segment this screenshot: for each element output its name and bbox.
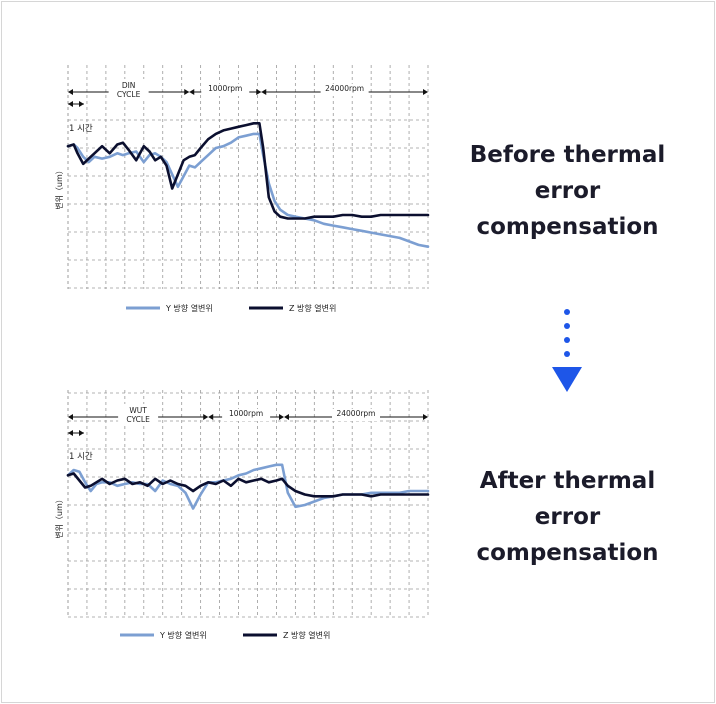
arrow-head: [552, 367, 582, 392]
legend-label: Z 방향 열변위: [283, 630, 330, 640]
time-scale-bar: 1 시간: [68, 101, 93, 134]
phase-label: 24000rpm: [325, 84, 364, 93]
scale-arrowhead-right: [79, 101, 84, 107]
phase-label-bg: [222, 409, 271, 421]
phase-label: 1000rpm: [229, 409, 263, 418]
y-axis-label: 변위（um）: [54, 495, 64, 539]
time-scale-bar: 1 시간: [68, 430, 93, 462]
grid: [67, 65, 429, 289]
phase-span: 24000rpm: [261, 84, 428, 96]
time-scale-label: 1 시간: [69, 123, 93, 134]
legend: Y 방향 열변위 Z 방향 열변위: [120, 630, 330, 640]
phase-arrowhead-right: [279, 414, 284, 420]
phase-arrowhead-right: [423, 414, 428, 420]
phase-arrowhead-right: [256, 89, 262, 95]
arrow-dot: [564, 309, 570, 315]
phase-label: WUT CYCLE: [126, 406, 150, 424]
series-line-y: [66, 132, 430, 248]
phase-label-bg: [118, 404, 159, 426]
phase-arrowhead-right: [184, 89, 190, 95]
phase-label-bg: [320, 84, 369, 96]
phase-label-bg: [332, 409, 380, 421]
legend: Y 방향 열변위 Z 방향 열변위: [126, 303, 336, 313]
phase-arrowhead-left: [68, 89, 73, 95]
scale-arrowhead-left: [68, 430, 73, 436]
phase-arrowhead-left: [284, 414, 289, 420]
series-line-z: [66, 122, 430, 220]
phase-span: 1000rpm: [189, 84, 262, 96]
caption-before: Before thermal error compensation: [469, 142, 666, 240]
y-axis-label: 변위（um）: [54, 166, 64, 210]
time-scale-label: 1 시간: [69, 451, 93, 462]
phase-label: 1000rpm: [208, 84, 242, 93]
phase-arrowhead-right: [203, 414, 209, 420]
phase-arrowhead-left: [208, 414, 214, 420]
arrow-dot: [564, 323, 570, 329]
arrow-dot: [564, 351, 570, 357]
phase-span: 24000rpm: [284, 409, 428, 421]
legend-label: Y 방향 열변위: [165, 303, 213, 313]
phase-arrowhead-left: [189, 89, 195, 95]
series-line-z: [66, 472, 430, 498]
phase-arrowhead-right: [423, 89, 428, 95]
legend-label: Z 방향 열변위: [289, 303, 336, 313]
phase-label-bg: [108, 79, 149, 101]
phase-span: DIN CYCLE: [68, 79, 190, 101]
phase-arrowhead-left: [261, 89, 267, 95]
phase-label: 24000rpm: [336, 409, 375, 418]
phase-label-bg: [201, 84, 250, 96]
scale-arrowhead-left: [68, 101, 73, 107]
phase-span: WUT CYCLE: [68, 404, 209, 426]
phase-arrowhead-left: [68, 414, 73, 420]
phase-label: DIN CYCLE: [117, 81, 141, 99]
series-line-y: [66, 463, 430, 510]
phase-span: 1000rpm: [208, 409, 284, 421]
scale-arrowhead-right: [79, 430, 84, 436]
arrow-dot: [564, 337, 570, 343]
caption-after: After thermal error compensation: [476, 468, 659, 566]
dotted-down-arrow-icon: [549, 303, 585, 395]
legend-label: Y 방향 열변위: [159, 630, 207, 640]
